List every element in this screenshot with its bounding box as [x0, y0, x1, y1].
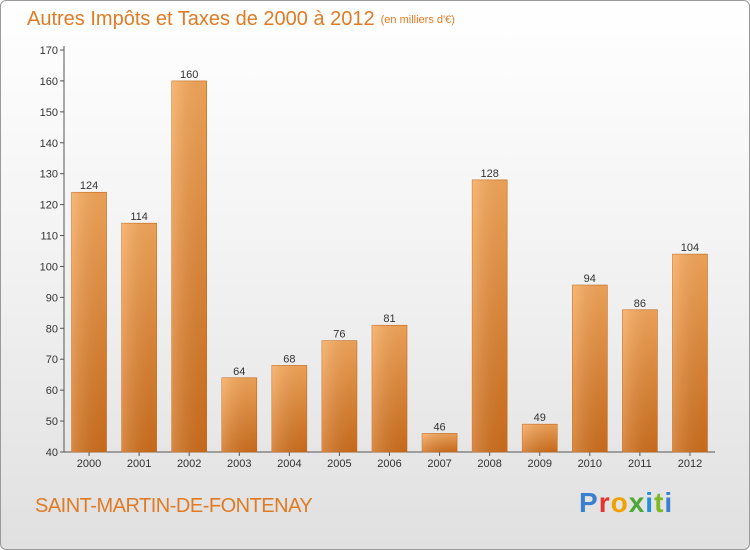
y-tick-label: 80 [46, 323, 58, 335]
chart-bars: 124 114 160 64 68 76 81 46 128 49 94 86 104 [71, 69, 708, 453]
proxiti-logo: Proxiti [579, 487, 674, 518]
x-tick-label: 2003 [227, 458, 251, 470]
data-label: 81 [383, 313, 395, 325]
data-label: 128 [480, 168, 498, 180]
y-tick-label: 140 [40, 138, 58, 150]
y-tick-label: 50 [46, 416, 58, 428]
y-tick-label: 160 [40, 76, 58, 88]
bar-highlight [372, 325, 407, 452]
data-label: 86 [634, 298, 646, 310]
y-tick-label: 170 [40, 45, 58, 57]
x-tick-label: 2007 [427, 458, 451, 470]
y-tick-label: 150 [40, 107, 58, 119]
x-tick-label: 2012 [678, 458, 702, 470]
bar-highlight [522, 424, 558, 452]
y-tick-label: 90 [46, 292, 58, 304]
x-tick-label: 2011 [628, 458, 652, 470]
city-name: SAINT-MARTIN-DE-FONTENAY [35, 495, 313, 517]
y-tick-label: 70 [46, 354, 58, 366]
data-label: 114 [130, 211, 148, 223]
x-tick-label: 2001 [127, 458, 151, 470]
data-label: 124 [80, 180, 98, 192]
y-tick-label: 100 [40, 261, 58, 273]
x-tick-label: 2002 [177, 458, 201, 470]
y-tick-label: 40 [46, 447, 58, 459]
chart-title-text: Autres Impôts et Taxes de 2000 à 2012 [27, 8, 375, 30]
x-tick-label: 2006 [377, 458, 401, 470]
bar-highlight [422, 433, 458, 452]
y-tick-label: 110 [40, 231, 58, 243]
data-label: 46 [433, 421, 445, 433]
y-tick-label: 130 [40, 169, 58, 181]
x-tick-label: 2010 [578, 458, 602, 470]
bar-highlight [672, 254, 708, 452]
data-label: 76 [333, 329, 345, 341]
bar-highlight [271, 365, 307, 452]
data-label: 64 [233, 366, 245, 378]
bar-highlight [171, 80, 207, 452]
bar-highlight [472, 179, 508, 452]
y-tick-label: 60 [46, 385, 58, 397]
data-label: 68 [283, 353, 295, 365]
x-tick-label: 2005 [327, 458, 351, 470]
chart-unit: (en milliers d'€) [380, 14, 455, 26]
data-label: 160 [180, 69, 198, 81]
bar-highlight [71, 192, 107, 452]
x-tick-label: 2004 [277, 458, 301, 470]
data-label: 104 [681, 242, 699, 254]
bar-highlight [221, 377, 257, 452]
x-tick-label: 2000 [77, 458, 101, 470]
x-tick-label: 2009 [527, 458, 551, 470]
data-label: 94 [584, 273, 596, 285]
bar-highlight [622, 309, 658, 452]
data-label: 49 [534, 412, 546, 424]
bar-highlight [572, 285, 608, 452]
y-tick-label: 120 [40, 200, 58, 212]
bar-highlight [121, 223, 157, 452]
x-tick-label: 2008 [477, 458, 501, 470]
bar-highlight [321, 340, 357, 452]
chart-title: Autres Impôts et Taxes de 2000 à 2012 (en… [27, 8, 455, 31]
